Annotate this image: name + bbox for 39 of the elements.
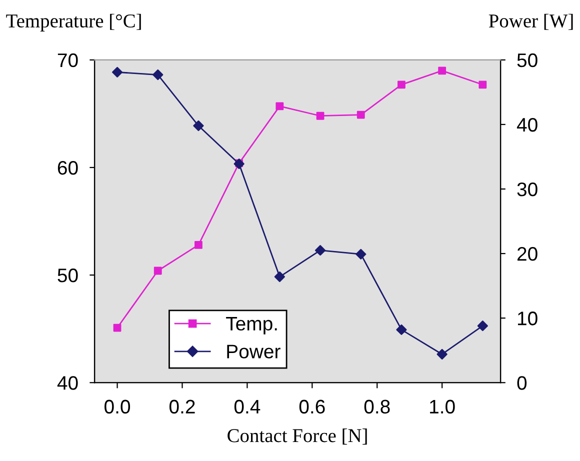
point [356, 248, 366, 260]
point [154, 266, 162, 275]
point [193, 120, 204, 132]
point [438, 66, 446, 75]
point [274, 271, 285, 282]
point [112, 66, 123, 78]
point [436, 348, 448, 360]
x-tick-label: 0.2 [169, 400, 195, 414]
point [478, 80, 487, 89]
point [276, 102, 284, 110]
x-tick-label: 0.8 [364, 400, 390, 414]
point [356, 110, 365, 119]
x-tick-label: 1.0 [430, 400, 455, 414]
x-tick-label: 0.4 [234, 400, 260, 414]
point [113, 324, 122, 332]
y2-tick-label: 0 [517, 376, 527, 390]
y2-tick-label: 50 [517, 53, 538, 68]
legend-label: Temp. [226, 316, 277, 334]
x-tick-label: 0.6 [299, 400, 325, 414]
point [477, 320, 488, 332]
x-axis-title: Contact Force [N] [228, 428, 367, 445]
x-tick-label: 0.0 [104, 400, 130, 414]
point [314, 245, 326, 256]
legend-label: Power [227, 344, 280, 358]
y2-tick-label: 30 [517, 182, 538, 196]
y2-tick-label: 10 [518, 312, 538, 326]
y2-axis-title: Power [W] [488, 14, 573, 30]
point [194, 240, 202, 249]
y-tick-label: 50 [58, 268, 78, 282]
y2-tick-label: 20 [517, 247, 538, 261]
y-tick-label: 70 [58, 53, 78, 68]
point [152, 69, 164, 80]
y-tick-label: 60 [58, 160, 78, 175]
point [316, 112, 324, 120]
point [398, 80, 406, 89]
y2-tick-label: 40 [516, 118, 538, 132]
point [396, 324, 407, 336]
y-tick-label: 40 [57, 376, 78, 390]
y-axis-title: Temperature [°C] [6, 14, 141, 32]
